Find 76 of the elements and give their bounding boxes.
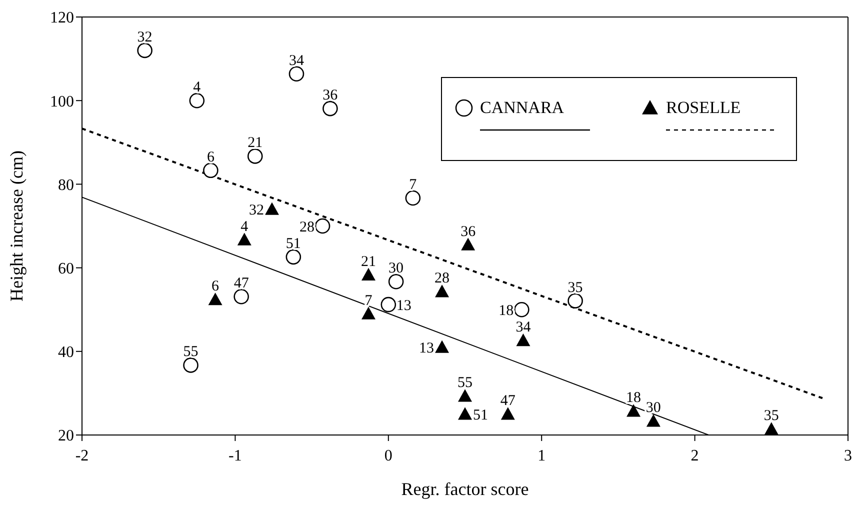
annotation: 21	[360, 254, 376, 270]
point	[264, 202, 279, 215]
point	[237, 232, 252, 246]
x-axis-title: Regr. factor score	[401, 479, 529, 499]
legend-label: CANNARA	[480, 98, 566, 118]
annotation: 36	[322, 88, 338, 104]
y-tick-label: 40	[58, 344, 74, 362]
point	[516, 334, 530, 346]
annotation: 18	[626, 390, 642, 406]
x-tick-label: -1	[228, 447, 242, 464]
point	[203, 162, 218, 178]
point	[514, 302, 530, 318]
y-axis-title: Height increase (cm)	[6, 150, 26, 302]
point	[137, 42, 152, 58]
point	[568, 293, 583, 308]
annotation: 36	[460, 224, 476, 240]
annotation: 13	[419, 340, 434, 357]
point	[361, 306, 376, 320]
x-tick-label: 3	[844, 447, 852, 464]
annotation: 34	[288, 52, 304, 69]
point	[234, 288, 249, 304]
annotation: 4	[193, 80, 202, 96]
point	[435, 340, 450, 353]
y-tick-label: 80	[58, 176, 74, 194]
annotation: 35	[568, 280, 583, 296]
point	[405, 190, 421, 206]
annotation: 32	[137, 29, 152, 46]
point	[461, 238, 476, 250]
point	[208, 292, 222, 306]
point	[286, 249, 302, 265]
annotation: 28	[434, 270, 450, 287]
point	[288, 66, 304, 82]
annotation: 51	[473, 407, 488, 424]
x-tick-label: -2	[75, 447, 89, 464]
point	[388, 274, 404, 290]
point	[183, 358, 198, 373]
legend-label: ROSELLE	[666, 98, 742, 118]
point	[764, 422, 778, 435]
annotation: 55	[458, 375, 472, 392]
y-tick-label: 120	[50, 10, 74, 27]
annotation: 55	[183, 344, 198, 360]
annotation: 47	[500, 393, 516, 410]
x-tick-label: 2	[690, 447, 699, 464]
annotation: 32	[248, 202, 264, 219]
annotation: 6	[212, 278, 220, 295]
point	[626, 404, 641, 417]
annotation: 13	[396, 298, 412, 314]
annotation: 47	[234, 276, 250, 292]
annotation: 18	[498, 302, 514, 319]
point	[189, 92, 205, 108]
point	[458, 389, 472, 402]
annotation: 6	[206, 149, 215, 166]
point	[314, 218, 330, 234]
annotation: 28	[300, 219, 315, 236]
annotation: 35	[764, 408, 779, 424]
y-tick-label: 100	[50, 93, 74, 110]
annotation: 34	[516, 320, 532, 336]
annotation: 7	[409, 176, 418, 193]
point	[380, 296, 396, 312]
point	[247, 148, 263, 164]
point	[361, 268, 376, 281]
annotation: 51	[286, 236, 301, 252]
point	[646, 414, 660, 427]
annotation: 30	[388, 260, 404, 277]
point	[500, 407, 515, 420]
x-tick-label: 1	[538, 447, 546, 464]
x-tick-label: 0	[384, 447, 392, 464]
point	[435, 284, 450, 298]
y-tick-label: 60	[58, 260, 74, 278]
annotation: 21	[248, 135, 263, 152]
point	[458, 407, 472, 420]
point	[322, 100, 338, 116]
annotation: 4	[240, 218, 249, 235]
annotation: 7	[364, 292, 373, 309]
annotation: 30	[646, 400, 661, 416]
y-tick-label: 20	[58, 428, 74, 445]
